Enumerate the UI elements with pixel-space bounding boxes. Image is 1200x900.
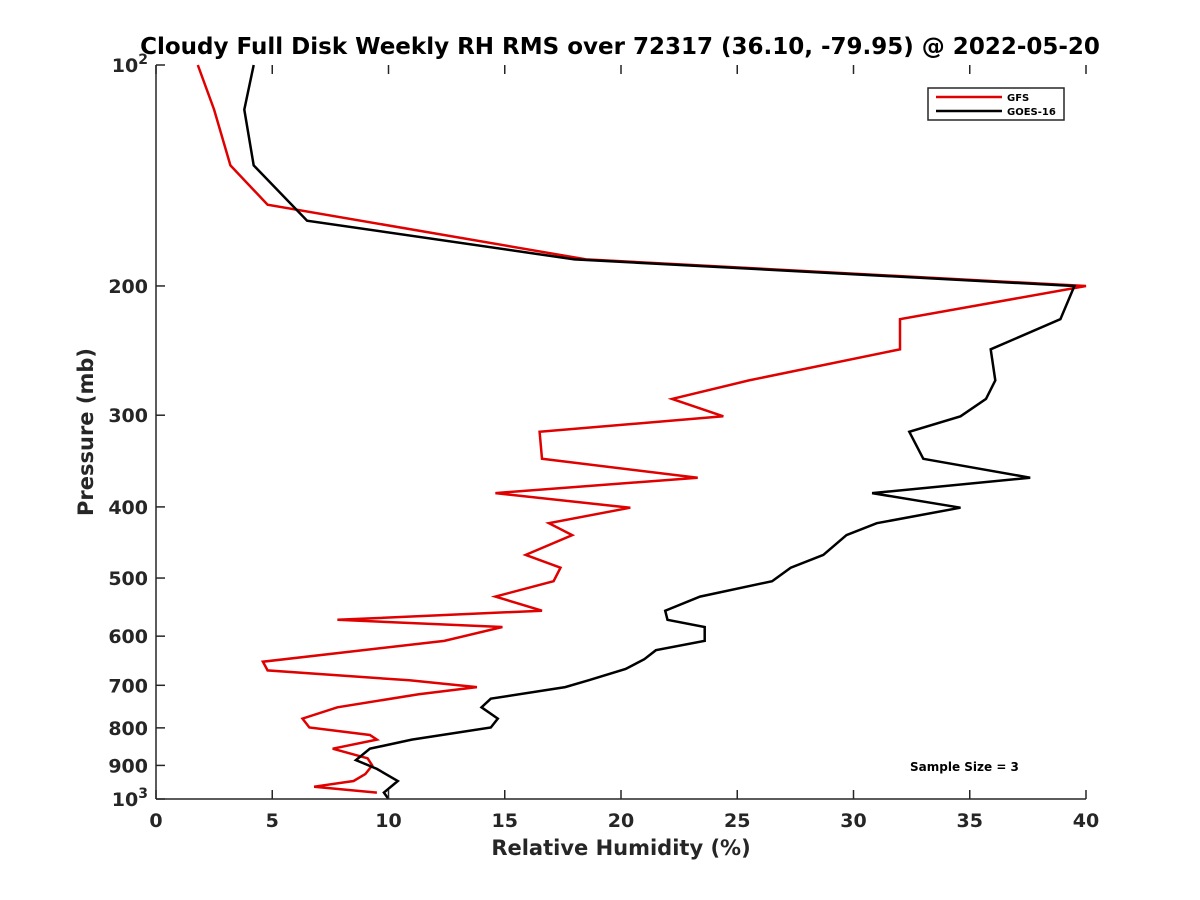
- y-tick-label: 500: [108, 568, 148, 590]
- x-axis-label: Relative Humidity (%): [491, 836, 750, 860]
- legend-label-gfs: GFS: [1007, 93, 1029, 104]
- y-tick-label: 600: [108, 626, 148, 648]
- x-tick-label: 40: [1073, 810, 1099, 832]
- y-axis-label: Pressure (mb): [74, 348, 98, 516]
- y-tick-label: 200: [108, 276, 148, 298]
- y-tick-label: 700: [108, 675, 148, 697]
- y-tick-label: 300: [108, 405, 148, 427]
- series-line-gfs: [196, 64, 1087, 794]
- y-tick-label: 103: [112, 786, 148, 811]
- plot-lines: [196, 64, 1087, 800]
- y-tick-label: 900: [108, 755, 148, 777]
- plot-area: [156, 65, 1086, 799]
- chart-title: Cloudy Full Disk Weekly RH RMS over 7231…: [140, 34, 1100, 60]
- x-tick-label: 35: [957, 810, 983, 832]
- x-tick-label: 30: [840, 810, 866, 832]
- y-tick-label: 800: [108, 718, 148, 740]
- sample-size-annotation: Sample Size = 3: [910, 760, 1019, 774]
- x-tick-label: 20: [608, 810, 634, 832]
- x-tick-label: 15: [492, 810, 518, 832]
- legend: GFS GOES-16: [927, 87, 1065, 121]
- x-tick-label: 25: [724, 810, 750, 832]
- x-axis-ticks: 0 5 10 15 20 25 30 35 40: [149, 65, 1099, 832]
- x-tick-label: 0: [149, 810, 162, 832]
- y-tick-label: 102: [112, 52, 148, 77]
- legend-box: [927, 87, 1065, 121]
- x-tick-label: 5: [266, 810, 279, 832]
- y-tick-label: 400: [108, 497, 148, 519]
- x-tick-label: 10: [375, 810, 401, 832]
- legend-label-goes16: GOES-16: [1007, 107, 1056, 118]
- y-axis-ticks: 102 200 300 400 500 600 700 800 900 103: [108, 52, 165, 811]
- series-line-goes16: [243, 64, 1077, 800]
